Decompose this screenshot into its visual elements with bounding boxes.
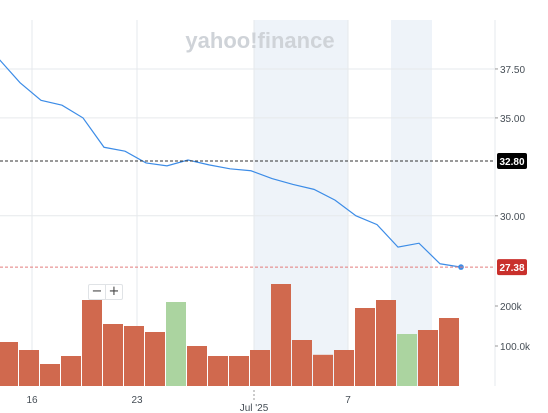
- volume-bar: [0, 342, 18, 386]
- volume-bar: [229, 356, 249, 386]
- zoom-out-button[interactable]: −: [91, 284, 103, 299]
- shade-band-0: [254, 20, 348, 386]
- volume-bars: [0, 284, 459, 386]
- volume-bar: [124, 326, 144, 386]
- ref-label: 32.80: [499, 157, 524, 168]
- price-line: [0, 59, 462, 268]
- volume-bar: [19, 350, 39, 386]
- volume-bar: [250, 350, 270, 386]
- volume-bar: [82, 300, 102, 386]
- volume-bar: [376, 300, 396, 386]
- volume-tick-label: 100.0k: [500, 342, 531, 353]
- shade-band-1: [391, 20, 432, 386]
- volume-bar: [166, 302, 186, 386]
- x-axis-ticks: 16 23 Jul '25 7: [26, 390, 351, 413]
- volume-bar: [292, 340, 312, 386]
- volume-tick-label: 200k: [500, 302, 523, 313]
- x-tick-label: 7: [345, 395, 351, 406]
- weekend-shading: [254, 20, 432, 386]
- volume-bar: [103, 324, 123, 386]
- volume-bar: [145, 332, 165, 386]
- volume-bar: [439, 318, 459, 386]
- volume-bar: [355, 308, 375, 386]
- volume-bar: [208, 356, 228, 386]
- volume-bar: [40, 364, 60, 386]
- y-tick-label: 37.50: [500, 65, 525, 76]
- volume-bar: [397, 334, 417, 386]
- zoom-controls: − +: [88, 284, 123, 300]
- x-tick-label: 16: [26, 395, 38, 406]
- last-price-badge: [497, 259, 527, 276]
- y-axis-ticks: 37.50 35.00 30.00 100.0k 200k: [495, 65, 531, 353]
- yahoo-finance-watermark: yahoo!finance: [185, 28, 334, 53]
- y-tick-label: 35.00: [500, 114, 525, 125]
- volume-bar: [418, 330, 438, 386]
- volume-bar: [271, 284, 291, 386]
- x-tick-label: 23: [131, 395, 143, 406]
- y-tick-label: 30.00: [500, 212, 525, 223]
- volume-bar: [187, 346, 207, 386]
- volume-bar: [313, 354, 333, 386]
- ref-price-badge: [497, 152, 527, 169]
- ref-label: 27.38: [499, 263, 524, 274]
- volume-bar: [334, 350, 354, 386]
- x-tick-label: Jul '25: [240, 403, 269, 413]
- volume-bar: [61, 356, 81, 386]
- reference-lines: 32.80 27.38: [0, 152, 527, 276]
- zoom-in-button[interactable]: +: [105, 285, 122, 299]
